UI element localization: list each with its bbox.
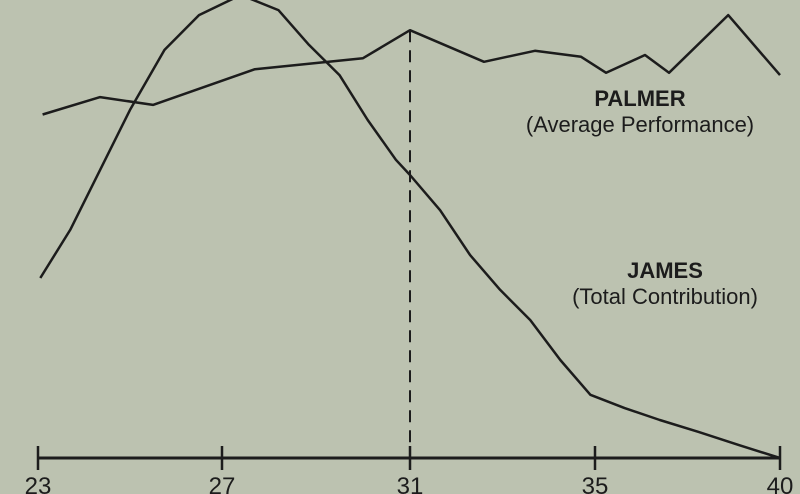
series-line-palmer <box>42 13 781 116</box>
james-subtitle: (Total Contribution) <box>572 284 758 309</box>
x-tick-label: 35 <box>582 473 609 494</box>
x-tick-label: 40 <box>767 473 794 494</box>
x-tick-label: 31 <box>397 473 424 494</box>
x-tick-label: 23 <box>25 473 52 494</box>
james-legend: JAMES (Total Contribution) <box>515 258 800 310</box>
palmer-name: PALMER <box>594 86 686 111</box>
series-line-james <box>39 0 781 460</box>
palmer-legend: PALMER (Average Performance) <box>490 86 790 138</box>
palmer-subtitle: (Average Performance) <box>525 112 755 137</box>
james-name: JAMES <box>627 258 703 283</box>
x-tick-label: 27 <box>209 473 236 494</box>
